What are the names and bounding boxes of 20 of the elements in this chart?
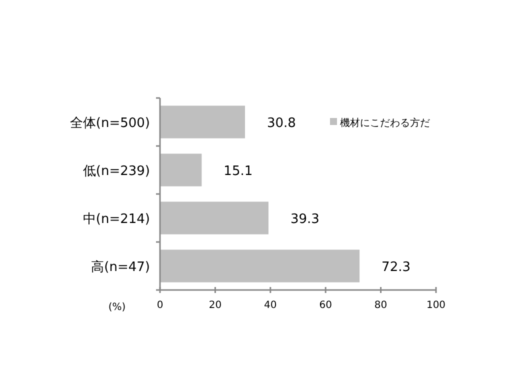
bar	[160, 250, 360, 282]
x-tick-label: 0	[156, 300, 164, 311]
x-axis-title: (%)	[108, 302, 126, 313]
data-label: 30.8	[267, 116, 296, 131]
data-label: 39.3	[290, 212, 320, 227]
x-tick-label: 40	[264, 300, 277, 311]
data-label: 72.3	[382, 260, 410, 275]
x-tick-label: 100	[426, 300, 446, 311]
data-label: 15.1	[224, 164, 253, 179]
y-tick-label: 全体(n=500)	[70, 116, 150, 131]
bar	[160, 106, 246, 138]
y-tick-label: 高(n=47)	[91, 259, 150, 275]
legend-label: 機材にこだわる方だ	[340, 117, 430, 129]
x-tick-label: 60	[319, 300, 332, 311]
x-tick-label: 80	[374, 300, 388, 311]
bar	[160, 202, 268, 234]
y-tick-label: 低(n=239)	[82, 164, 150, 179]
x-tick-label: 20	[208, 300, 222, 311]
bar	[160, 154, 202, 186]
y-tick-label: 中(n=214)	[82, 212, 150, 227]
